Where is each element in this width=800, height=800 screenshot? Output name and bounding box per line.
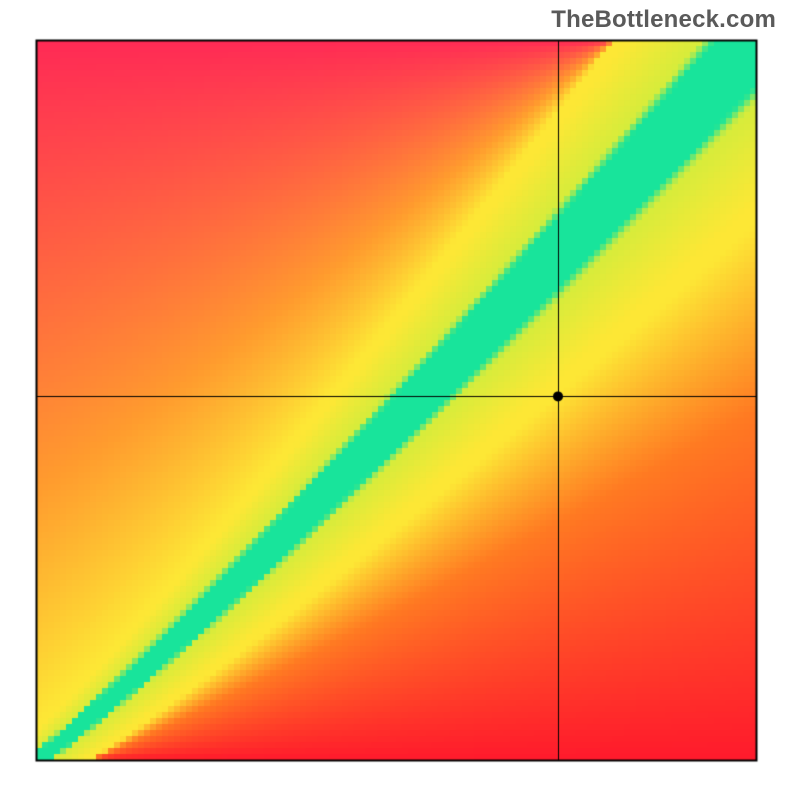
chart-container: TheBottleneck.com bbox=[0, 0, 800, 800]
bottleneck-heatmap bbox=[0, 0, 800, 800]
watermark-text: TheBottleneck.com bbox=[551, 6, 776, 34]
